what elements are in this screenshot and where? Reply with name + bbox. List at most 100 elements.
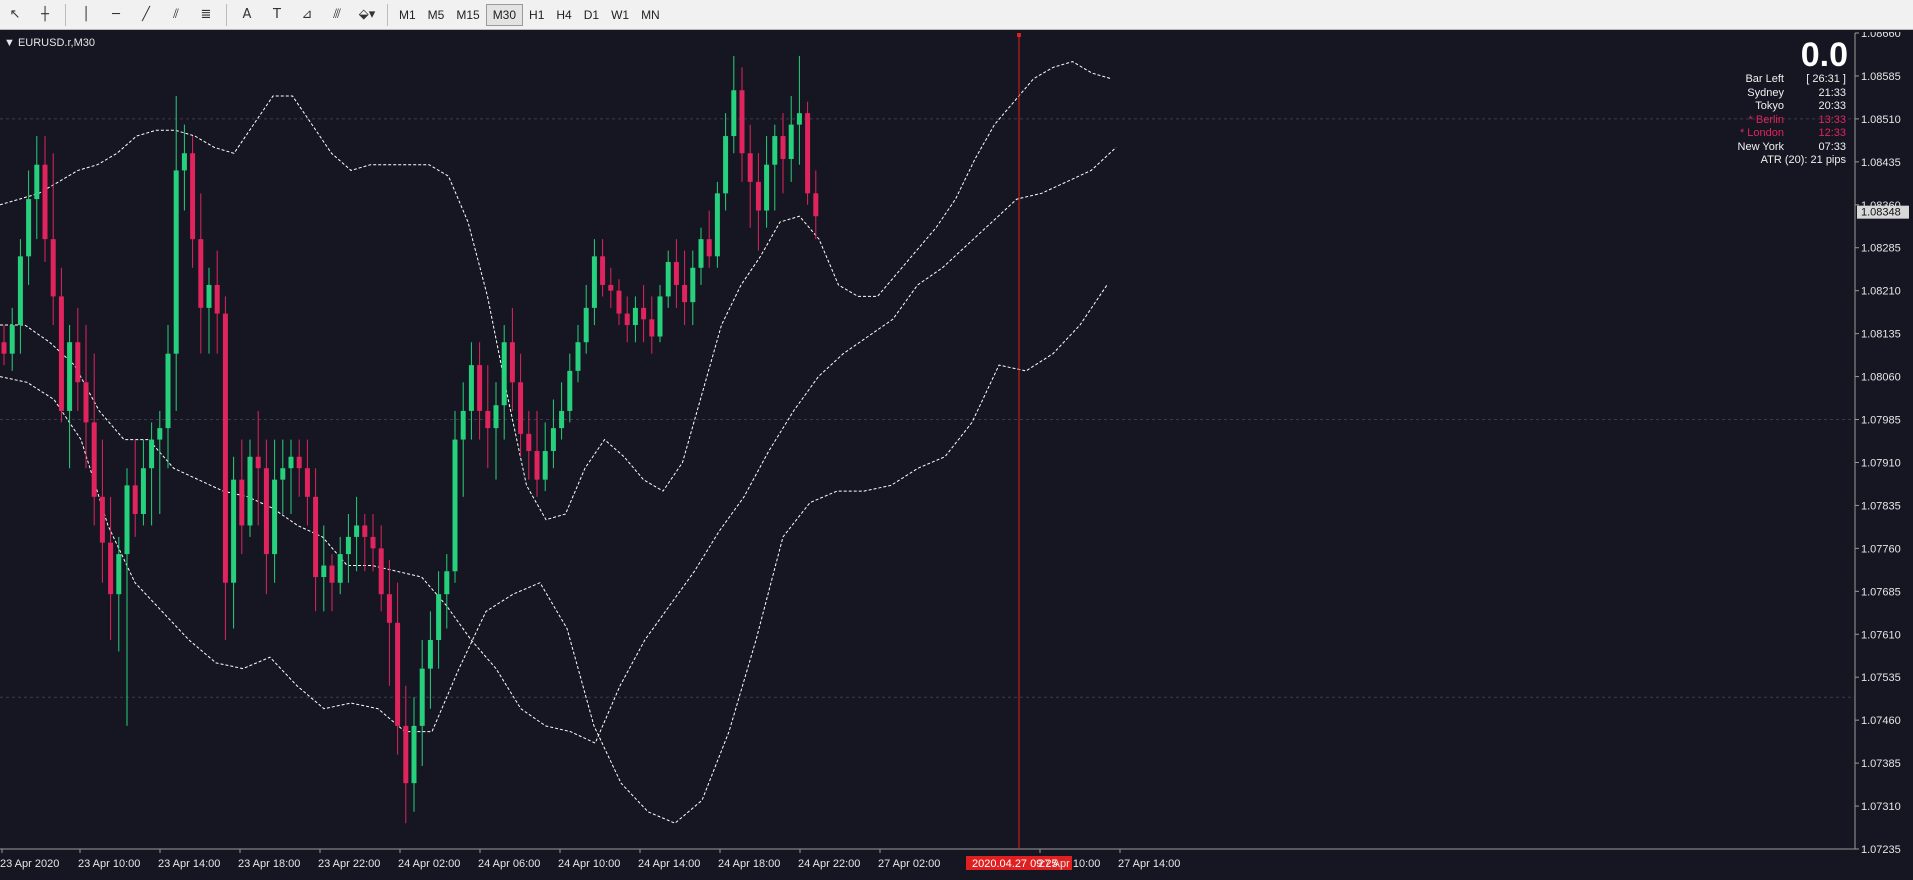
candle-body — [805, 113, 811, 194]
symbol-label: ▼ EURUSD.r,M30 — [4, 37, 95, 49]
timeframe-mn-button[interactable]: MN — [641, 7, 660, 22]
bollinger-upper-line — [0, 61, 1112, 521]
chart-area[interactable]: 1.086601.085851.085101.084351.083601.083… — [0, 32, 1913, 880]
candle-body — [796, 113, 802, 125]
toolbar-separator — [387, 3, 388, 26]
candle-body — [723, 136, 729, 194]
price-chart[interactable]: 1.086601.085851.085101.084351.083601.083… — [0, 32, 1913, 880]
fibonacci-tool-icon[interactable]: ≣ — [200, 7, 212, 22]
candle-body — [75, 342, 81, 383]
timeframe-m5-button[interactable]: M5 — [427, 7, 445, 22]
price-tick-label: 1.08660 — [1861, 32, 1901, 40]
vline-time-box — [966, 856, 1072, 870]
candle-body — [288, 456, 294, 469]
vline-time-label: 2020.04.27 09:25 — [972, 858, 1058, 870]
price-tick-label: 1.07535 — [1861, 672, 1901, 684]
text-tool-icon[interactable]: A — [242, 7, 252, 22]
session-value: 13:33 — [1818, 113, 1846, 126]
timeframe-m1-button[interactable]: M1 — [399, 7, 416, 22]
arrow-tool-icon[interactable]: ⊿ — [301, 7, 313, 22]
session-row: New York 07:33 — [1666, 141, 1846, 155]
session-label: Tokyo — [1755, 100, 1784, 112]
gann-tool-icon[interactable]: ⫻ — [333, 7, 341, 22]
timeframe-h1-button[interactable]: H1 — [529, 7, 545, 22]
candle-body — [567, 370, 573, 411]
timeframe-d1-button[interactable]: D1 — [583, 7, 600, 22]
candle-body — [370, 536, 376, 549]
horizontal-line-tool-icon[interactable]: ─ — [112, 7, 120, 22]
session-label: Sydney — [1747, 86, 1784, 99]
time-tick-label: 24 Apr 06:00 — [478, 858, 540, 870]
vline-handle-top — [1017, 33, 1021, 37]
toolbar-separator — [226, 3, 227, 26]
candle-body — [304, 468, 310, 497]
candle-body — [550, 428, 556, 452]
candle-body — [427, 639, 433, 669]
candle-body — [222, 313, 228, 583]
candle-body — [755, 181, 761, 211]
session-label: Bar Left — [1745, 73, 1784, 85]
price-tick-label: 1.07685 — [1861, 586, 1901, 598]
candle-body — [690, 267, 696, 303]
candle-body — [280, 468, 286, 480]
candle-body — [698, 239, 704, 268]
price-tick-label: 1.07760 — [1861, 543, 1901, 555]
candle-body — [198, 239, 204, 308]
candle-body — [1, 342, 7, 354]
text-label-tool-icon[interactable]: T — [273, 7, 281, 22]
candle-body — [477, 365, 483, 411]
candle-body — [682, 284, 688, 303]
time-tick-label: 23 Apr 10:00 — [78, 858, 140, 870]
time-tick-label: 24 Apr 10:00 — [558, 858, 620, 870]
equidistant-channel-tool-icon[interactable]: ⫽ — [173, 7, 179, 22]
candle-body — [313, 496, 319, 577]
candle-body — [739, 90, 745, 154]
candle-body — [526, 433, 532, 452]
candle-body — [509, 342, 515, 383]
price-tick-label: 1.07310 — [1861, 801, 1901, 813]
price-tick-label: 1.08135 — [1861, 329, 1901, 341]
info-panel: Bar Left [ 26:31 ] Sydney 21:33 Tokyo 20:33 * … — [1666, 73, 1846, 168]
toolbar: ↖ ┼ │ ─ ╱ ⫽ ≣ A T ⊿ ⫻ ⬙▾ M1 M5 M15 M30 H1 H4 D1 W1 MN — [0, 0, 1913, 30]
candle-body — [116, 554, 122, 595]
candle-body — [58, 296, 64, 411]
candle-body — [485, 410, 491, 429]
timeframe-m15-button[interactable]: M15 — [456, 7, 480, 22]
price-tick-label: 1.08060 — [1861, 372, 1901, 384]
vertical-line-tool-icon[interactable]: │ — [82, 7, 90, 22]
candle-body — [780, 136, 786, 159]
candle-body — [91, 422, 97, 497]
candle-body — [181, 153, 187, 171]
candle-body — [149, 439, 155, 469]
candle-body — [263, 468, 269, 555]
session-value: [ 26:31 ] — [1806, 73, 1846, 85]
price-tick-label: 1.08510 — [1861, 114, 1901, 126]
timeframe-w1-button[interactable]: W1 — [611, 7, 630, 22]
candle-body — [173, 170, 179, 354]
session-row: Sydney 21:33 — [1666, 87, 1846, 101]
shapes-tool-icon[interactable]: ⬙▾ — [358, 7, 376, 22]
price-tick-label: 1.08585 — [1861, 71, 1901, 83]
candle-body — [813, 193, 819, 217]
symbol-text: EURUSD.r,M30 — [17, 37, 95, 49]
timeframe-h4-button[interactable]: H4 — [556, 7, 572, 22]
candle-body — [99, 496, 105, 543]
candle-body — [9, 325, 15, 354]
collapse-triangle-icon[interactable]: ▼ — [4, 37, 18, 49]
candle-body — [714, 193, 720, 257]
candle-body — [83, 382, 89, 423]
timeframe-m30-button[interactable]: M30 — [485, 3, 524, 26]
price-tick-label: 1.08210 — [1861, 286, 1901, 298]
session-value: 07:33 — [1818, 140, 1846, 153]
trendline-tool-icon[interactable]: ╱ — [142, 7, 150, 22]
session-value: 12:33 — [1818, 127, 1846, 139]
candle-body — [337, 554, 343, 583]
cursor-tool-icon[interactable]: ↖ — [9, 7, 21, 22]
candle-body — [231, 479, 237, 583]
crosshair-tool-icon[interactable]: ┼ — [41, 7, 49, 22]
current-price-box — [1857, 205, 1909, 219]
time-tick-label: 24 Apr 14:00 — [638, 858, 700, 870]
session-value: 21:33 — [1818, 86, 1846, 99]
candle-body — [403, 725, 409, 784]
session-value: 20:33 — [1818, 100, 1846, 112]
